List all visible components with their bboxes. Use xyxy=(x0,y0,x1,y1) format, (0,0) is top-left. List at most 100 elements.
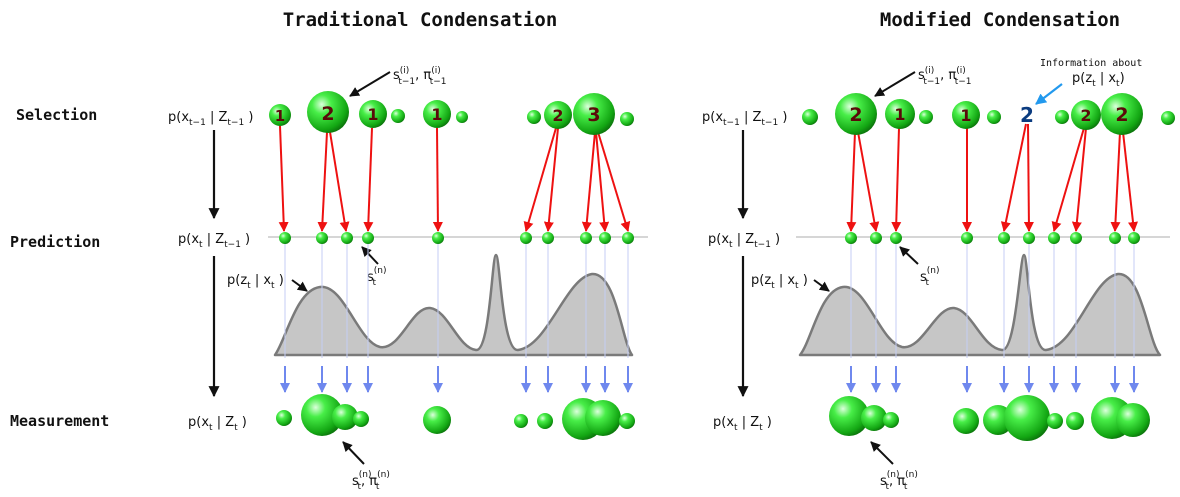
particle xyxy=(953,408,979,434)
particle xyxy=(952,101,980,129)
sample-weighted-label: s(n) t, π(n) t xyxy=(880,470,918,492)
sample-guides xyxy=(850,240,1135,358)
annotation-arrow xyxy=(874,71,916,97)
stage-label-measurement: Measurement xyxy=(10,412,109,430)
resample-arrow xyxy=(1000,123,1027,232)
sample-now-label: s(n) t xyxy=(367,266,387,288)
resample-arrow xyxy=(581,131,596,232)
selection-count: 2 xyxy=(1115,104,1128,126)
prior-pred-label: p(xt | Zt−1 ) xyxy=(178,232,250,250)
posterior-label: p(xt | Zt ) xyxy=(188,415,247,433)
particle xyxy=(870,232,882,244)
resample-arrow xyxy=(595,131,610,232)
particle xyxy=(341,232,353,244)
particle xyxy=(919,110,933,124)
particle xyxy=(883,412,899,428)
selection-count: 2 xyxy=(552,106,563,125)
particle xyxy=(316,232,328,244)
resample-arrow xyxy=(523,127,557,232)
resample-arrow xyxy=(363,127,374,232)
sample-prev-label: s(i) t−1, π(i) t−1 xyxy=(393,66,447,87)
measurement-arrows xyxy=(846,366,1139,393)
particle xyxy=(987,110,1001,124)
left-panel: p(xt−1 | Zt−1 ) p(xt | Zt−1 ) p(zt | xt … xyxy=(168,66,648,492)
selection-counts: 2 1 1 2 2 2 xyxy=(849,103,1128,127)
resample-arrow xyxy=(329,131,350,232)
particle xyxy=(573,93,615,135)
particle xyxy=(620,112,634,126)
particle xyxy=(514,414,528,428)
particle xyxy=(585,400,621,436)
selection-count: 1 xyxy=(894,105,905,124)
particle xyxy=(835,93,877,135)
prior-prev-label: p(xt−1 | Zt−1 ) xyxy=(702,110,787,128)
resample-arrow xyxy=(891,127,902,232)
annotation-arrow xyxy=(361,246,379,265)
annotation-arrow xyxy=(870,441,894,465)
measurement-particles xyxy=(276,394,635,440)
particle xyxy=(301,394,343,436)
left-panel-title: Traditional Condensation xyxy=(283,9,558,31)
particle xyxy=(1055,110,1069,124)
info-count: 2 xyxy=(1020,103,1034,127)
resample-arrow xyxy=(1051,127,1085,232)
particle xyxy=(961,232,973,244)
particle xyxy=(456,111,468,123)
particle xyxy=(1004,395,1050,441)
particle xyxy=(542,232,554,244)
resample-arrow xyxy=(1122,131,1138,232)
particle xyxy=(599,232,611,244)
particle xyxy=(1101,93,1143,135)
particle xyxy=(391,109,405,123)
resample-arrow xyxy=(543,127,559,232)
annotation-arrow xyxy=(349,71,391,97)
particle xyxy=(423,100,451,128)
particle xyxy=(580,232,592,244)
selection-count: 1 xyxy=(431,105,442,124)
measurement-particles xyxy=(829,395,1150,441)
prediction-particles xyxy=(845,232,1140,244)
selection-count: 2 xyxy=(321,103,334,125)
resample-arrow xyxy=(278,125,289,232)
particle xyxy=(619,413,635,429)
particle xyxy=(1128,232,1140,244)
resample-arrow xyxy=(597,131,631,232)
stage-label-prediction: Prediction xyxy=(10,233,100,251)
resample-arrows xyxy=(278,125,631,232)
particle xyxy=(845,232,857,244)
particle xyxy=(307,91,349,133)
selection-count: 2 xyxy=(1080,106,1091,125)
likelihood-curve xyxy=(798,253,1162,357)
particle xyxy=(1116,403,1150,437)
sample-prev-label: s(i) t−1, π(i) t−1 xyxy=(918,66,972,87)
info-label-line1: Information about xyxy=(1040,58,1142,69)
particle xyxy=(362,232,374,244)
sample-weighted-label: s(n) t, π(n) t xyxy=(352,470,390,492)
particle xyxy=(1023,232,1035,244)
particle xyxy=(1071,100,1101,130)
selection-particles xyxy=(269,91,634,135)
resample-arrows xyxy=(846,123,1138,232)
particle xyxy=(1161,111,1175,125)
selection-count: 3 xyxy=(587,104,600,126)
right-panel: p(xt−1 | Zt−1 ) p(xt | Zt−1 ) p(zt | xt … xyxy=(702,58,1175,492)
right-panel-title: Modified Condensation xyxy=(880,9,1120,31)
particle xyxy=(1048,232,1060,244)
selection-count: 1 xyxy=(275,107,285,125)
particle xyxy=(1047,413,1063,429)
sample-now-label: s(n) t xyxy=(920,266,940,288)
likelihood-label: p(zt | xt ) xyxy=(227,273,284,291)
measurement-arrows xyxy=(280,366,633,393)
prediction-particles xyxy=(279,232,634,244)
resample-arrow xyxy=(432,127,443,232)
info-label-line2: p(zt | xt) xyxy=(1072,71,1125,89)
particle xyxy=(423,406,451,434)
annotation-arrow xyxy=(342,441,365,465)
selection-count: 1 xyxy=(367,105,378,124)
selection-count: 2 xyxy=(849,104,862,126)
particle xyxy=(885,99,915,129)
particle xyxy=(622,232,634,244)
annotation-arrow xyxy=(899,246,919,265)
particle xyxy=(353,411,369,427)
